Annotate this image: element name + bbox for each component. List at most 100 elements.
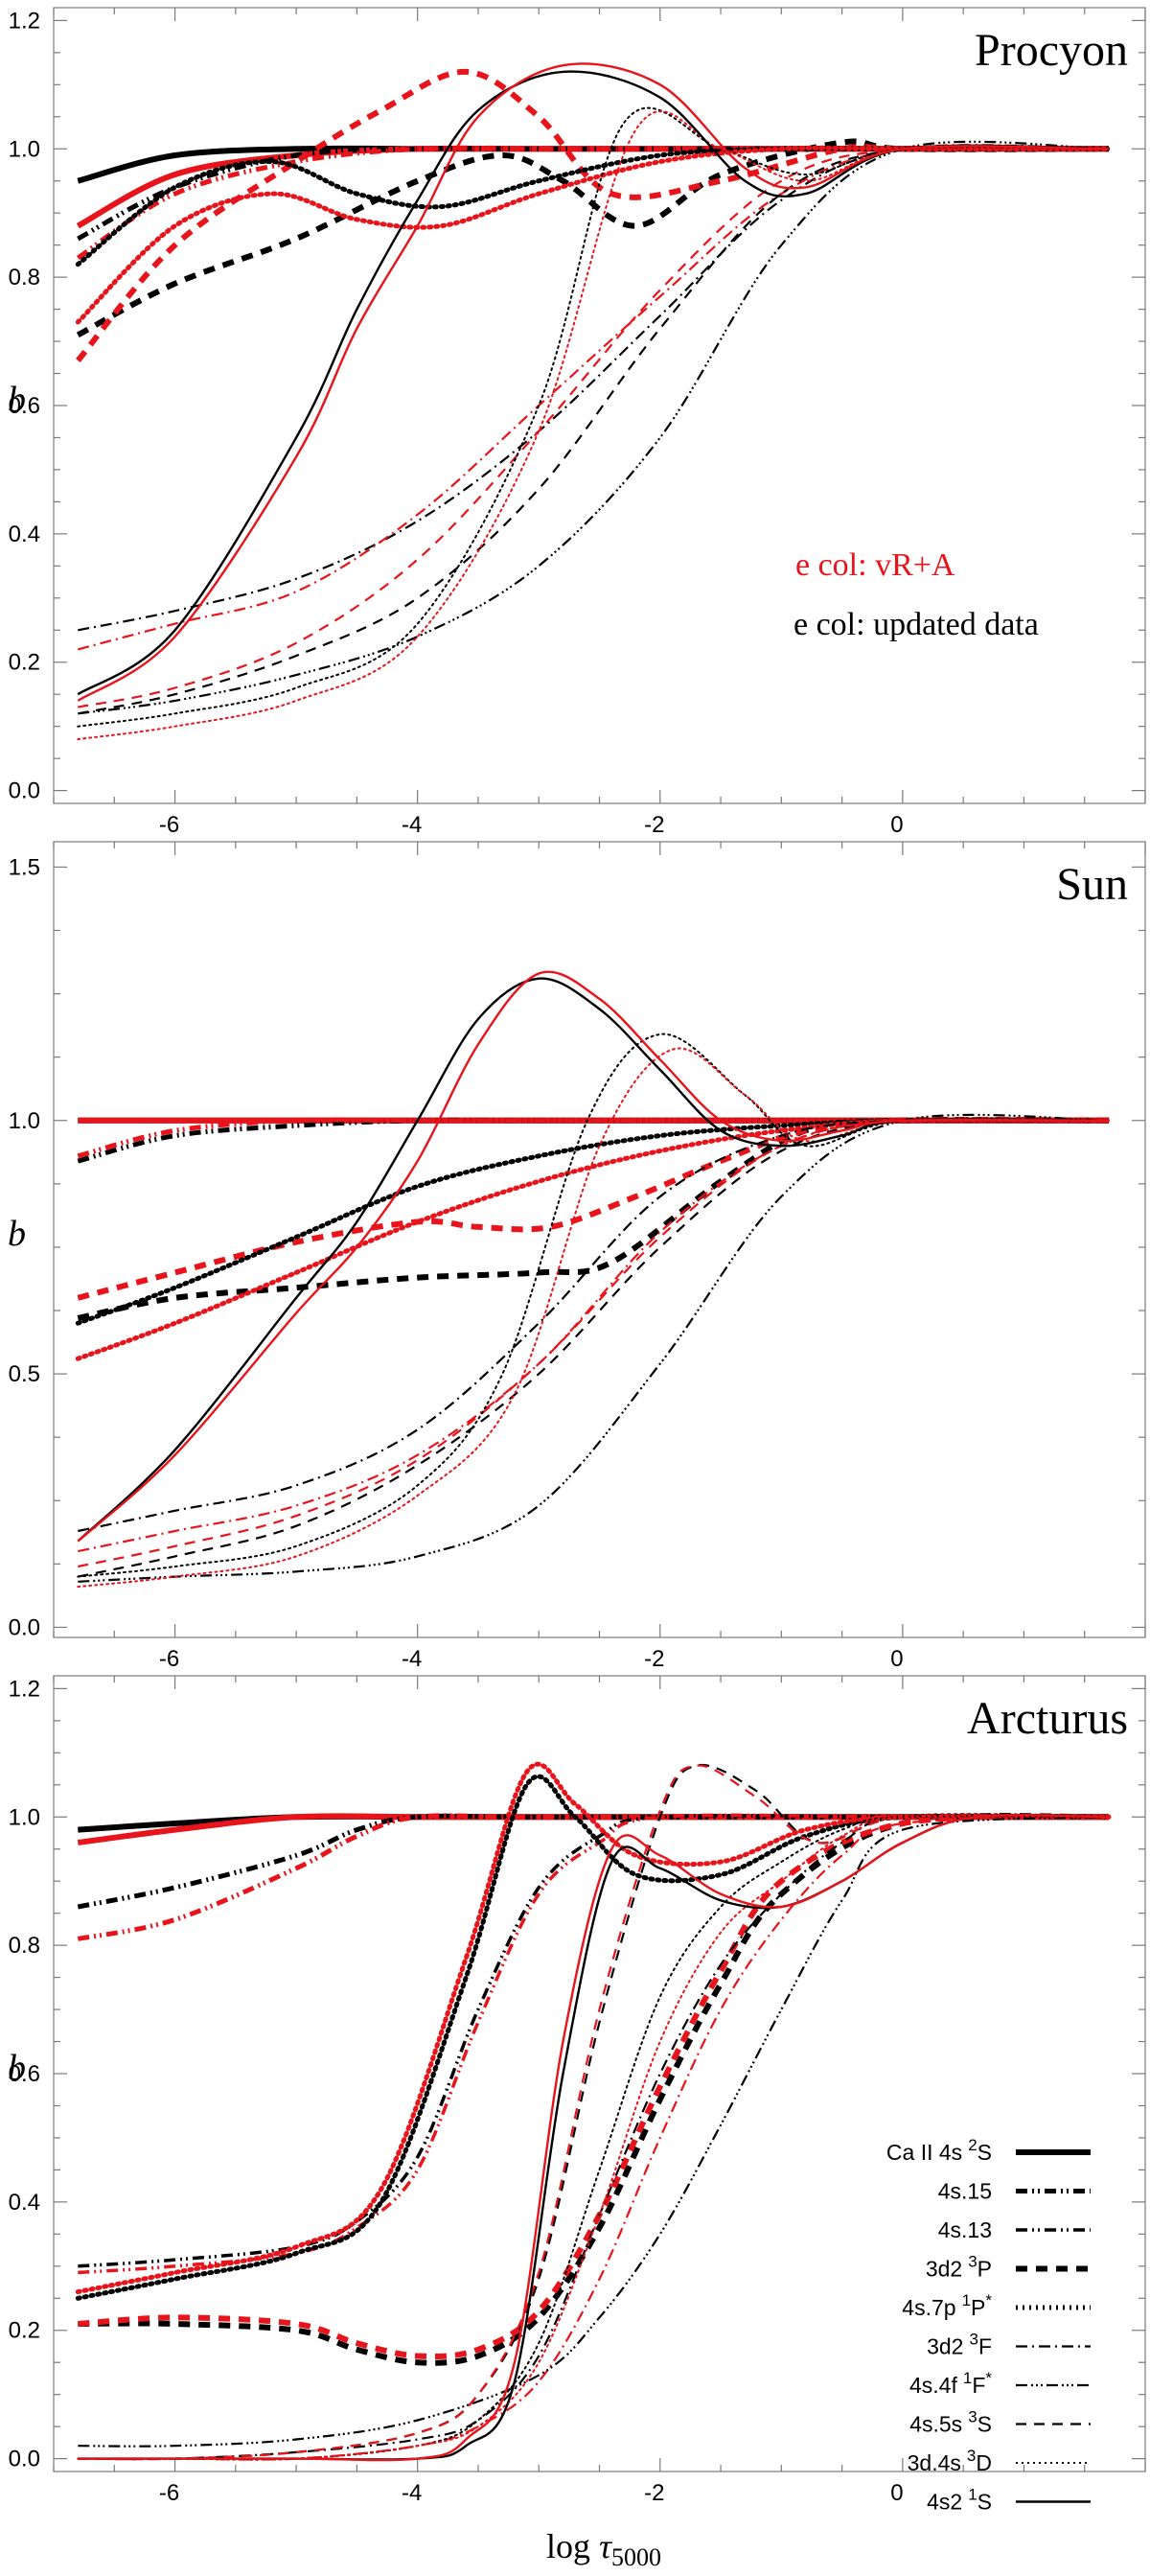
series-line-3d-4s-3d-vra: [77, 1814, 1110, 2461]
series-line-3d2-3f-updated: [78, 1814, 1110, 2461]
series-group: [75, 62, 1112, 741]
y-tick-label: 0.0: [9, 1614, 40, 1640]
y-tick-label: 1.0: [9, 136, 40, 162]
x-axis-label: log τ5000: [546, 2527, 661, 2571]
panel-title: Arcturus: [967, 1693, 1128, 1744]
legend-item: 4s.13: [938, 2217, 1091, 2242]
legend-item: 4s.5s 3S: [909, 2408, 1091, 2437]
series-line-3d2-3p-updated: [77, 1117, 1110, 1321]
y-tick-label: 0.6: [9, 393, 40, 419]
legend-label: 4s2 1S: [927, 2486, 992, 2515]
legend-label: 4s.4f 1F*: [909, 2369, 992, 2398]
legend-item: 3d.4s 3D: [908, 2447, 1091, 2475]
series-line-4s2-1s-updated: [78, 1814, 1110, 2461]
legend-label: 4s.5s 3S: [909, 2408, 992, 2437]
legend-item: 4s.7p 1P*: [902, 2291, 1091, 2320]
legend-label: 4s.7p 1P*: [902, 2291, 992, 2320]
y-tick-label: 1.5: [9, 854, 40, 880]
series-line-3d2-3f-updated: [78, 1118, 1110, 1533]
series-line-4s-15-updated: [77, 1117, 1109, 1164]
x-tick-label: -6: [159, 812, 179, 838]
legend-label: 4s.15: [938, 2179, 992, 2204]
y-axis-label: b: [8, 380, 26, 420]
y-tick-label: 0.4: [9, 522, 40, 547]
series-line-3d-4s-3d-vra: [77, 110, 1110, 741]
series-line-4s-15-updated: [77, 1813, 1109, 1910]
x-tick-label: 0: [890, 1646, 903, 1672]
y-tick-label: 1.2: [9, 1676, 40, 1702]
series-line-3d-4s-3d-updated: [77, 106, 1110, 728]
panel-title: Sun: [1056, 859, 1128, 910]
series-line-4s-7p-1p--updated: [75, 1117, 1112, 1326]
series-line-3d2-3f-vra: [78, 1816, 1110, 2461]
y-tick-label: 0.2: [9, 2318, 40, 2344]
legend-label: 4s.13: [938, 2217, 992, 2242]
series-line-4s-7p-1p--vra: [75, 145, 1112, 325]
series-line-4s2-1s-vra: [77, 62, 1110, 702]
series-line-4s-13-vra: [78, 1813, 1109, 2275]
y-tick-label: 0.8: [9, 265, 40, 290]
x-tick-label: 0: [890, 812, 903, 838]
annotation-vra: e col: vR+A: [795, 547, 955, 583]
series-line-3d2-3f-updated: [78, 144, 1110, 632]
y-axis-label: b: [8, 1214, 26, 1254]
annotation-updated-data: e col: updated data: [794, 607, 1039, 642]
y-tick-label: 1.0: [9, 1108, 40, 1134]
legend-label: 3d.4s 3D: [908, 2447, 992, 2475]
series-line-4s-5s-3s-vra: [78, 1117, 1110, 1568]
panel-procyon: -6 -4 -2 0 0.0 0.2 0.4 0.6 0.8 1.0 1.2 b Procyon e co…: [8, 7, 1146, 838]
plot-frame: [53, 841, 1146, 1638]
series-line-4s-15-vra: [77, 1117, 1109, 1159]
legend-item: 4s.4f 1F*: [909, 2369, 1091, 2398]
panel-sun: -6 -4 -2 0 0.0 0.5 1.0 1.5 b Sun: [8, 841, 1146, 1672]
legend-item: Ca II 4s 2S: [886, 2136, 1091, 2165]
series-line-4s-4f-1f--updated: [78, 1113, 1110, 1583]
panel-title: Procyon: [975, 25, 1128, 76]
series-line-3d2-3p-updated: [76, 138, 1110, 338]
legend-label: 3d2 3F: [927, 2331, 992, 2359]
legend-label: Ca II 4s 2S: [886, 2136, 992, 2165]
series-line-3d2-3p-updated: [78, 1813, 1110, 2366]
x-tick-label: -4: [402, 2480, 422, 2506]
y-tick-label: 0.8: [9, 1933, 40, 1959]
series-line-4s-5s-3s-vra: [78, 1764, 1110, 2461]
x-tick-label: -6: [159, 1646, 179, 1672]
series-line-4s2-1s-vra: [77, 970, 1110, 1543]
series-line-3d-4s-3d-updated: [77, 1033, 1110, 1578]
legend-item: 4s.15: [938, 2179, 1091, 2204]
x-tick-label: -2: [644, 1646, 664, 1672]
panel-arcturus: -6 -4 -2 0 0.0 0.2 0.4 0.6 0.8 1.0 1.2 b Arcturus: [8, 1675, 1146, 2506]
series-group: [75, 1761, 1112, 2462]
x-tick-label: -2: [644, 812, 664, 838]
y-tick-label: 0.5: [9, 1361, 40, 1387]
legend-label: 3d2 3P: [926, 2253, 992, 2282]
legend-item: 4s2 1S: [927, 2486, 1091, 2515]
series-line-4s2-1s-updated: [77, 977, 1110, 1543]
x-tick-label: -4: [402, 812, 422, 838]
series-line-ca-ii-4s-2s-vra: [76, 145, 1109, 229]
series-line-3d-4s-3d-updated: [77, 1815, 1110, 2461]
x-tick-label: -4: [402, 1646, 422, 1672]
y-tick-label: 0.0: [9, 778, 40, 804]
y-tick-label: 0.0: [9, 2447, 40, 2472]
series-line-4s-7p-1p--updated: [75, 1774, 1112, 2301]
x-tick-label: -2: [644, 2480, 664, 2506]
x-tick-label: 0: [890, 2480, 903, 2506]
legend-item: 3d2 3F: [927, 2331, 1091, 2359]
series-group: [75, 970, 1112, 1589]
y-tick-label: 0.2: [9, 650, 40, 676]
legend: Ca II 4s 2S 4s.15 4s.13 3d2 3P 4s.7p 1P* 3d2 3F 4s…: [886, 2136, 1091, 2515]
series-line-4s-5s-3s-vra: [78, 145, 1110, 708]
x-tick-label: -6: [159, 2480, 179, 2506]
y-tick-label: 0.6: [9, 2061, 40, 2087]
y-tick-label: 1.2: [9, 8, 40, 34]
series-line-4s-5s-3s-updated: [78, 1117, 1110, 1578]
series-line-4s-7p-1p--vra: [75, 1761, 1112, 2295]
series-line-4s-7p-1p--vra: [75, 1117, 1112, 1361]
plot-frame: [53, 7, 1146, 804]
series-line-4s2-1s-vra: [78, 1814, 1110, 2462]
y-tick-label: 1.0: [9, 1804, 40, 1830]
y-tick-label: 0.4: [9, 2190, 40, 2216]
series-line-4s-15-updated: [77, 146, 1109, 242]
